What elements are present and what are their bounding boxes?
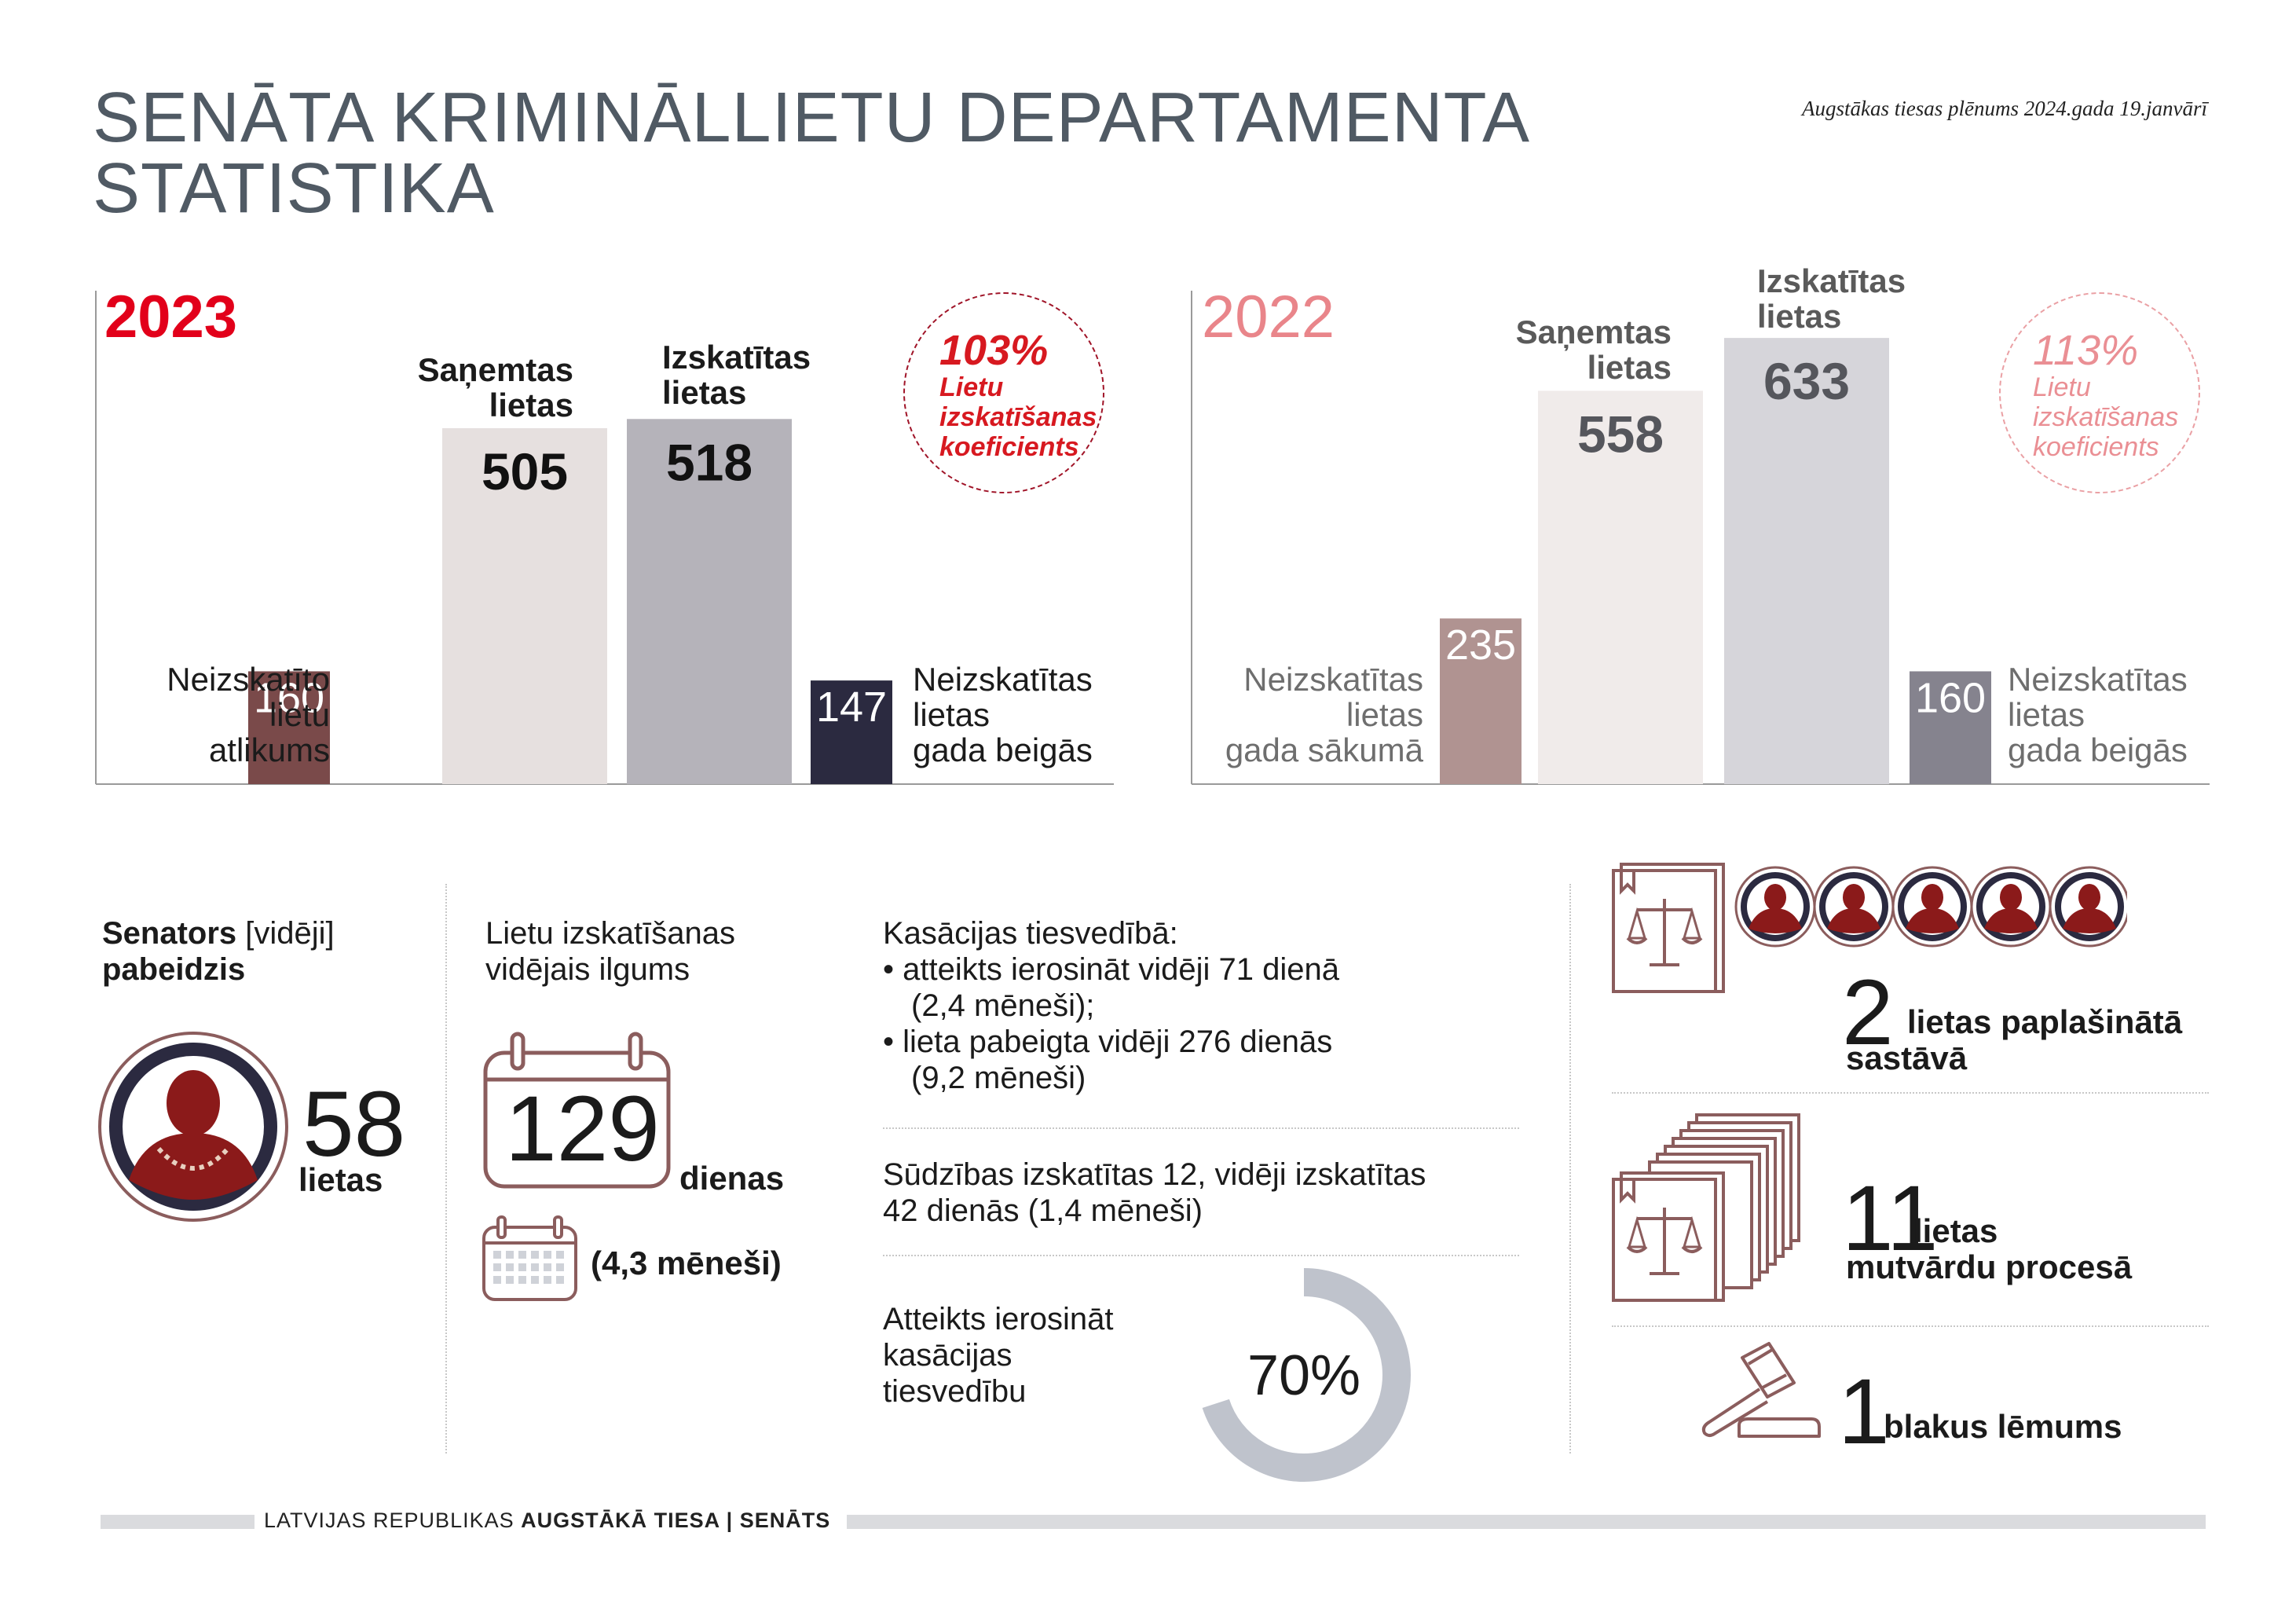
source-note: Augstākas tiesas plēnums 2024.gada 19.ja… [1802, 97, 2207, 120]
cassation-block: Kasācijas tiesvedībā: • atteikts ierosin… [883, 915, 1535, 1096]
oral-text: lietas mutvārdu procesā [1846, 1212, 2133, 1285]
divider-h-2 [883, 1255, 1519, 1256]
chart-2022-value-label-2: 558 [1577, 405, 1664, 463]
chart-2022-start-label: Neizskatītas lietas gada sākumā [1225, 661, 1423, 768]
chart-2022-value-label-4: 160 [1915, 674, 1986, 721]
senator-value: 58 [302, 1072, 406, 1176]
chart-2022-bar-1 [1440, 618, 1522, 784]
refused-text: Atteikts ierosināt kasācijas tiesvedību [883, 1302, 1114, 1409]
side-value: 1 [1838, 1360, 1890, 1464]
small-calendar-icon [482, 1215, 577, 1301]
duration-months: (4,3 mēneši) [591, 1245, 782, 1281]
chart-2023-value-label-3: 518 [666, 433, 753, 491]
chart-2022-bars: 235 558 633 160 [1440, 338, 1991, 784]
cassation-heading: Kasācijas tiesvedībā: [883, 916, 1178, 951]
chart-2023-bar-4 [811, 680, 892, 784]
chart-2022: 235 558 633 160 [1190, 291, 2211, 794]
cassation-bullet-1: • atteikts ierosināt vidēji 71 dienā [883, 952, 1339, 987]
senator-mini-icon-3 [1891, 866, 1973, 948]
gavel-icon [1701, 1342, 1821, 1438]
footer: LATVIJAS REPUBLIKAS AUGSTĀKĀ TIESA | SEN… [264, 1509, 831, 1532]
title-line-1: SENĀTA KRIMINĀLLIETU DEPARTAMENTA [93, 79, 1531, 157]
duration-value: 129 [505, 1077, 660, 1181]
case-stack-icon [1612, 1113, 1800, 1302]
chart-2023-value-label-4: 147 [816, 684, 887, 731]
extended-value: 2 [1842, 961, 1894, 1065]
senator-row-icons [1734, 866, 2127, 948]
divider-2 [1569, 884, 1571, 1454]
chart-2023-end-label: Neizskatītas lietas gada beigās [913, 661, 1093, 768]
chart-2023-bar-2 [442, 427, 607, 784]
coefficient-2022: 113% Lietu izskatīšanas koeficients [2033, 327, 2179, 462]
divider-h-1 [883, 1127, 1519, 1129]
chart-2023-svg: 160 505 518 147 [95, 291, 1114, 785]
chart-2022-svg: 235 558 633 160 [1191, 291, 2210, 785]
divider-1 [445, 884, 447, 1454]
duration-unit: dienas [679, 1160, 785, 1197]
coefficient-2023-value: 103% [939, 327, 1049, 374]
chart-2023-bar-3 [627, 419, 792, 784]
chart-2022-title: 2022 [1202, 284, 1335, 350]
title-line-2: STATISTIKA [93, 149, 495, 228]
chart-2023-value-label-1: 160 [254, 674, 324, 721]
duration-heading: Lietu izskatīšanas vidējais ilgums [485, 916, 735, 987]
chart-2023-bars: 160 505 518 147 [248, 419, 892, 784]
senator-row [1734, 866, 2127, 948]
cassation-bullet-2: • lieta pabeigta vidēji 276 dienās [883, 1025, 1333, 1059]
divider-h-3 [1612, 1092, 2209, 1094]
chart-2023-value-label-2: 505 [482, 442, 568, 500]
chart-2022-value-label-3: 633 [1763, 352, 1850, 410]
chart-2023: 160 505 518 147 [94, 291, 1115, 794]
senator-unit: lietas [298, 1161, 383, 1198]
coefficient-2022-ring [1999, 292, 2200, 493]
footer-bar-right [847, 1515, 2206, 1529]
refused-value: 70% [1247, 1344, 1361, 1407]
chart-2023-reviewed-label: Izskatītas lietas [662, 339, 811, 411]
chart-2023-start-label: Neizskatīto lietu atlikums [167, 661, 330, 768]
chart-2022-end-label: Neizskatītas lietas gada beigās [2008, 661, 2188, 768]
senator-mini-icon-1 [1734, 866, 1816, 948]
chart-2023-received-label: Saņemtas lietas [417, 351, 573, 423]
page-title: SENĀTA KRIMINĀLLIETU DEPARTAMENTA STATIS… [93, 82, 1530, 224]
refused-donut [1202, 1268, 1411, 1482]
chart-2022-reviewed-label: Izskatītas lietas [1757, 262, 1906, 335]
oral-value: 11 [1842, 1167, 1939, 1270]
footer-bar-left [101, 1515, 255, 1529]
extended-text: lietas paplašinātā sastāvā [1846, 1003, 2183, 1076]
chart-2023-title: 2023 [104, 284, 238, 350]
senator-heading: Senators [vidēji] pabeidzis [102, 916, 335, 987]
chart-2022-received-label: Saņemtas lietas [1515, 313, 1672, 386]
calendar-icon [483, 1032, 671, 1189]
complaints-text: Sūdzības izskatītas 12, vidēji izskatīta… [883, 1157, 1426, 1228]
chart-2022-bar-4 [1910, 671, 1991, 784]
senator-mini-icon-4 [1970, 866, 2052, 948]
senator-mini-icon-2 [1813, 866, 1895, 948]
chart-2022-bar-3 [1724, 338, 1889, 784]
coefficient-2023: 103% Lietu izskatīšanas koeficients [939, 327, 1097, 462]
senator-mini-icon-5 [2049, 866, 2127, 948]
refused-donut-arc [1202, 1268, 1411, 1482]
chart-2022-bar-2 [1538, 390, 1703, 784]
side-text: blakus lēmums [1884, 1408, 2122, 1445]
divider-h-4 [1612, 1325, 2209, 1327]
law-book-icon [1612, 863, 1725, 993]
chart-2023-bar-1 [248, 671, 330, 784]
coefficient-2023-ring [903, 292, 1104, 493]
coefficient-2022-value: 113% [2033, 327, 2139, 374]
senator-icon [98, 1032, 288, 1222]
chart-2022-value-label-1: 235 [1445, 621, 1516, 669]
